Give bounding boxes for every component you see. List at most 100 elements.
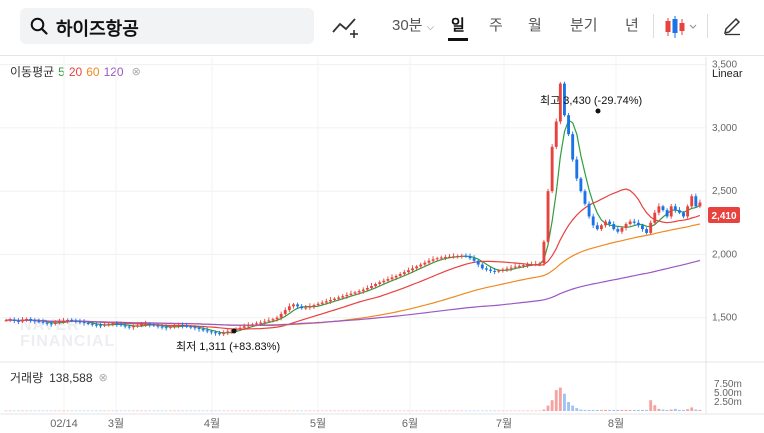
draw-pencil-icon[interactable] xyxy=(722,16,742,36)
volume-bar xyxy=(25,410,29,412)
candle-body xyxy=(353,292,357,294)
candle-body xyxy=(226,331,230,333)
price-tick-label: 3,500 xyxy=(712,60,737,71)
stock-search-box[interactable]: 하이즈항공 xyxy=(20,8,314,44)
volume-tick-label: 2.50m xyxy=(714,397,742,408)
candle-body xyxy=(546,191,550,242)
candle-body xyxy=(324,301,328,303)
ma-legend-title: 이동평균 xyxy=(10,65,55,79)
volume-bar xyxy=(534,410,538,412)
candle-body xyxy=(452,256,456,258)
volume-bar xyxy=(123,410,127,412)
tab-period-quarter[interactable]: 분기 xyxy=(570,17,598,34)
search-query[interactable]: 하이즈항공 xyxy=(56,19,139,39)
volume-bar xyxy=(382,410,386,412)
volume-bar xyxy=(197,410,201,412)
candle-body xyxy=(209,331,213,333)
candle-body xyxy=(275,317,279,320)
date-tick-label: 7월 xyxy=(496,417,512,430)
volume-bar xyxy=(267,410,271,412)
candle-body xyxy=(374,284,378,287)
date-tick-label: 02/14 xyxy=(50,418,78,430)
candle-body xyxy=(530,264,534,266)
candle-body xyxy=(431,259,435,261)
candle-body xyxy=(398,274,402,276)
volume-bar xyxy=(324,410,328,412)
volume-bar xyxy=(279,410,283,412)
tab-period-year[interactable]: 년 xyxy=(625,17,639,34)
candle-body xyxy=(316,303,320,306)
candle-body xyxy=(140,324,143,326)
candle-body xyxy=(193,327,197,329)
scale-toggle[interactable]: Linear xyxy=(712,68,743,80)
ma-60-line xyxy=(6,223,701,326)
volume-bar xyxy=(464,410,468,412)
volume-bar xyxy=(402,410,406,412)
volume-bar xyxy=(530,410,534,412)
volume-bar xyxy=(214,410,217,412)
volume-bar xyxy=(669,409,673,411)
volume-bar xyxy=(209,410,213,412)
volume-bar xyxy=(226,410,230,412)
volume-bar xyxy=(550,400,554,411)
candle-body xyxy=(296,304,300,307)
volume-bar xyxy=(308,410,312,412)
candle-body xyxy=(49,323,53,325)
volume-bar xyxy=(148,410,152,412)
tab-period-week[interactable]: 주 xyxy=(489,17,503,34)
volume-bar xyxy=(16,410,20,412)
candle-body xyxy=(386,279,390,281)
volume-bar xyxy=(612,409,616,411)
candle-body xyxy=(517,265,521,267)
price-tick-label: 3,000 xyxy=(712,123,737,134)
candle-body xyxy=(107,324,111,326)
candle-body xyxy=(152,324,156,326)
volume-bar xyxy=(33,410,37,412)
candle-body xyxy=(333,298,336,300)
volume-bar xyxy=(419,410,423,412)
volume-bar xyxy=(542,409,546,411)
volume-bar xyxy=(218,410,221,412)
candle-body xyxy=(103,324,107,326)
close-icon[interactable]: ⊗ xyxy=(98,372,108,384)
compare-chart-icon[interactable] xyxy=(331,14,359,40)
volume-bar xyxy=(53,410,57,412)
date-tick-label: 8월 xyxy=(608,417,624,430)
volume-bar xyxy=(8,410,12,412)
high-point-marker xyxy=(595,108,601,114)
candle-body xyxy=(415,266,419,269)
moving-average-lines xyxy=(6,119,701,334)
interval-dropdown[interactable]: 30분 ⌵ xyxy=(392,14,434,35)
volume-bar xyxy=(673,408,677,411)
volume-bar xyxy=(292,410,295,412)
candle-body xyxy=(423,262,427,265)
volume-bar xyxy=(86,410,90,412)
moving-average-legend[interactable]: 이동평균 5 20 60 120 ⊗ xyxy=(10,63,141,80)
tab-period-month[interactable]: 월 xyxy=(528,17,542,34)
candle-body xyxy=(156,325,160,327)
candle-body xyxy=(328,299,332,302)
volume-bar xyxy=(345,410,349,412)
tab-period-day[interactable]: 일 xyxy=(448,14,468,41)
volume-bar xyxy=(193,410,197,412)
candle-body xyxy=(53,322,57,325)
candle-body xyxy=(608,221,612,225)
volume-bar xyxy=(620,409,624,411)
volume-bar xyxy=(665,409,669,411)
candle-body xyxy=(357,291,361,293)
volume-bar xyxy=(431,410,435,412)
volume-tick-label: 5.00m xyxy=(714,388,742,399)
candle-body xyxy=(365,287,369,290)
volume-bar xyxy=(234,410,238,412)
candle-body xyxy=(320,302,324,304)
volume-bar xyxy=(70,410,74,412)
close-icon[interactable]: ⊗ xyxy=(131,66,141,78)
volume-bar xyxy=(250,410,254,412)
candle-body xyxy=(456,255,460,257)
volume-bar xyxy=(501,410,505,412)
candle-body xyxy=(509,267,513,269)
chart-type-candle-icon[interactable] xyxy=(664,15,700,39)
candle-body xyxy=(246,325,250,327)
volume-bar xyxy=(353,410,357,412)
